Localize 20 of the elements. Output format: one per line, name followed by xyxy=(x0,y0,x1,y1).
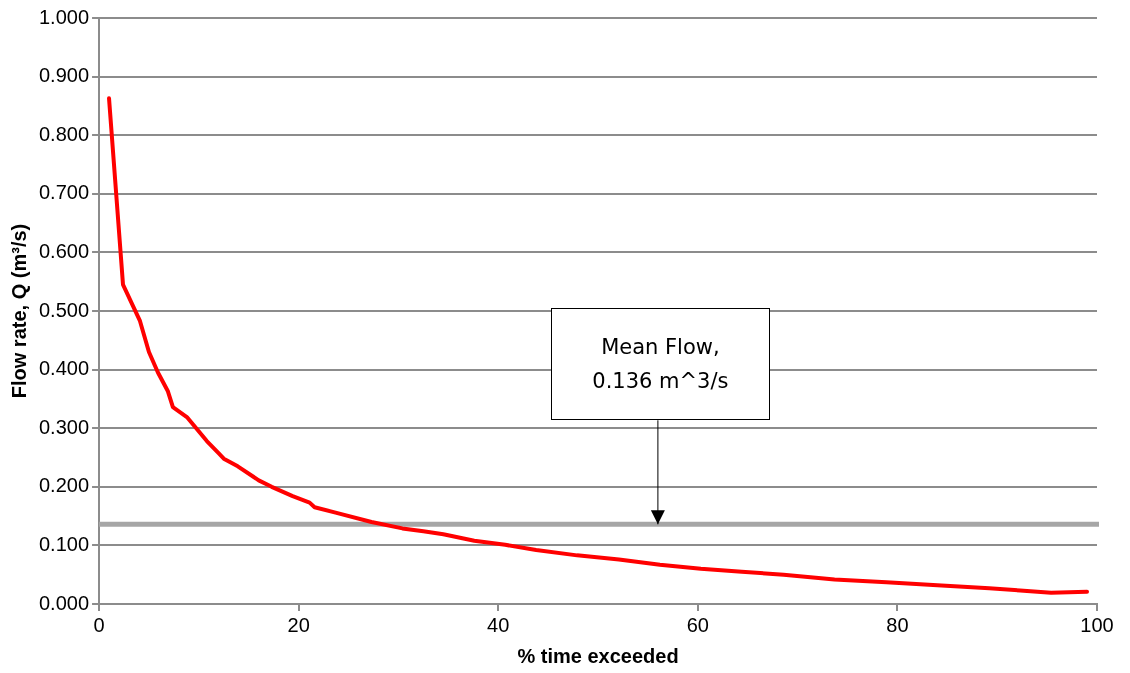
y-tick-label: 1.000 xyxy=(38,5,90,28)
x-tick-label: 80 xyxy=(886,613,909,636)
y-tick-label: 0.000 xyxy=(38,591,90,614)
x-tick-label: 60 xyxy=(686,613,709,636)
y-tick-label: 0.100 xyxy=(38,532,90,555)
y-tick-label: 0.700 xyxy=(38,181,90,204)
x-tick-label: 20 xyxy=(287,613,310,636)
y-tick-label: 0.800 xyxy=(38,122,90,145)
y-tick-label: 0.200 xyxy=(38,474,90,497)
y-tick-label: 0.400 xyxy=(38,357,90,380)
y-axis-title: Flow rate, Q (m³/s) xyxy=(7,223,30,399)
y-tick-label: 0.900 xyxy=(38,64,90,87)
x-tick-label: 0 xyxy=(93,613,105,636)
x-axis-title: % time exceeded xyxy=(517,644,679,667)
callout-box: Mean Flow, 0.136 m^3/s xyxy=(550,308,770,421)
x-tick-label: 40 xyxy=(487,613,510,636)
y-tick-label: 0.300 xyxy=(38,415,90,438)
y-tick-label: 0.500 xyxy=(38,298,90,321)
x-tick-label: 100 xyxy=(1080,613,1114,636)
y-tick-label: 0.600 xyxy=(38,239,90,262)
